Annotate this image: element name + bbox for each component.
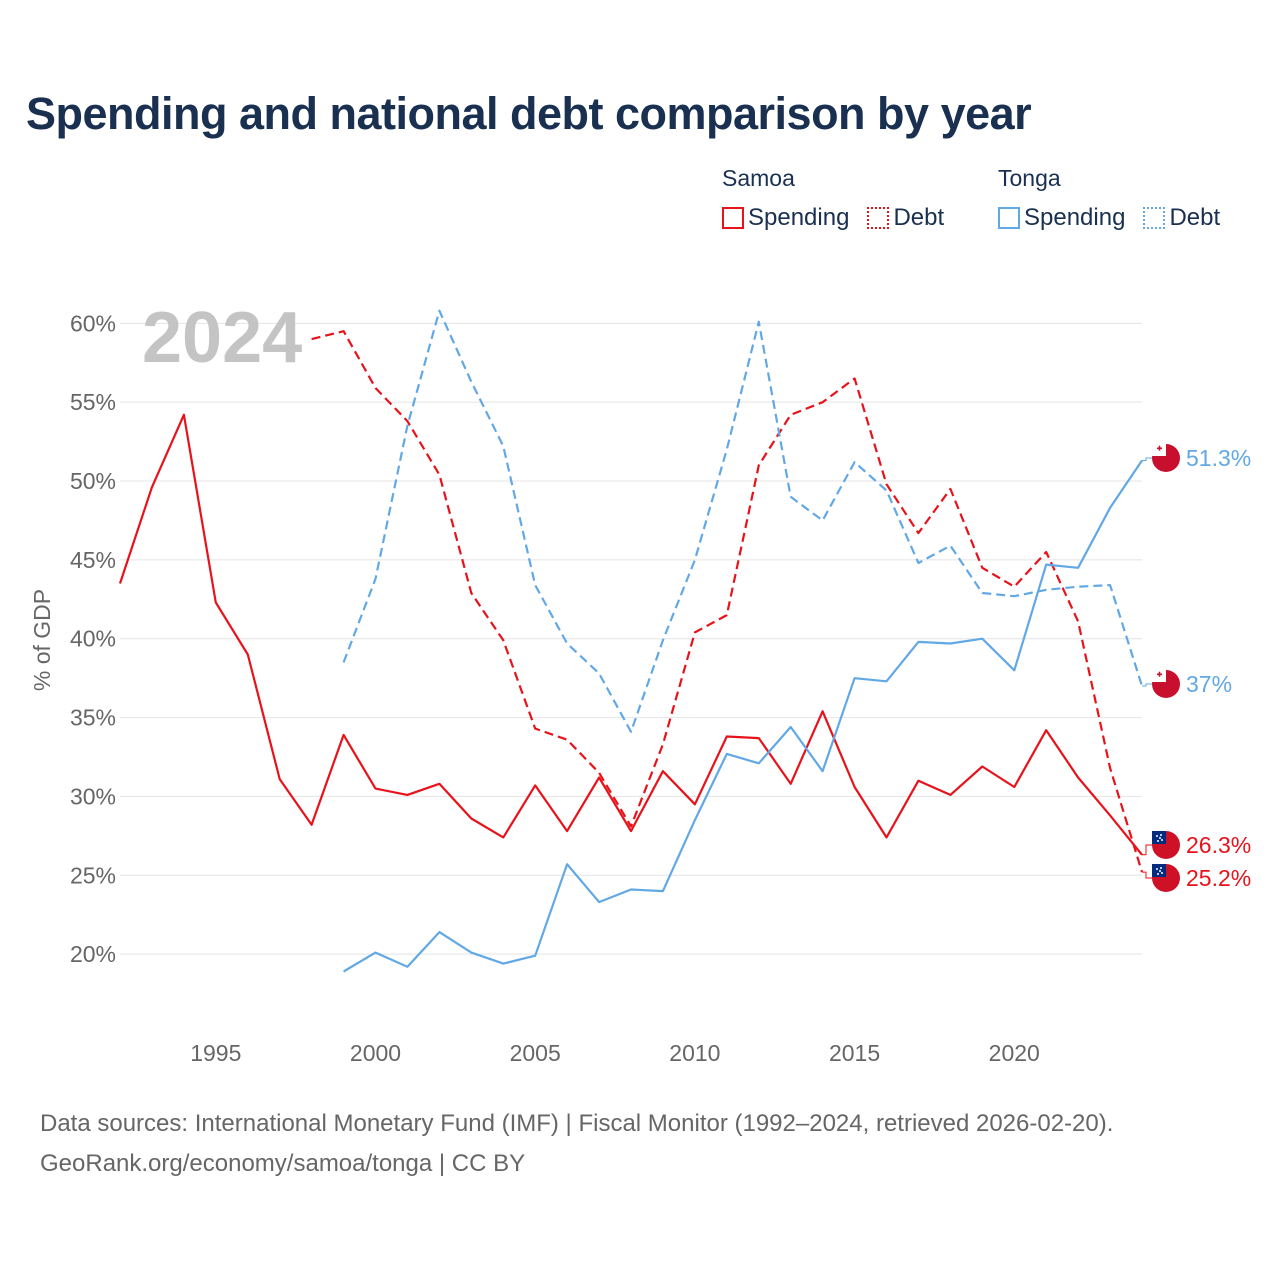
x-tick-label: 2000 bbox=[350, 1040, 401, 1066]
x-tick-label: 2015 bbox=[829, 1040, 880, 1066]
legend-tonga: Tonga Spending Debt bbox=[998, 162, 1220, 232]
label-connector bbox=[1142, 683, 1152, 687]
y-tick-label: 55% bbox=[70, 389, 116, 415]
samoa-flag-star bbox=[1161, 839, 1163, 841]
dashed-line-swatch-icon bbox=[1143, 207, 1166, 229]
legend-item-tonga-spending[interactable]: Spending bbox=[998, 204, 1125, 232]
legend-samoa: Samoa Spending Debt bbox=[722, 162, 944, 232]
samoa-flag-star bbox=[1160, 867, 1162, 869]
y-tick-label: 25% bbox=[70, 862, 116, 888]
y-axis-title: % of GDP bbox=[29, 589, 55, 691]
samoa-flag-star bbox=[1156, 835, 1158, 837]
x-tick-label: 1995 bbox=[190, 1040, 241, 1066]
end-value-label: 25.2% bbox=[1186, 865, 1251, 891]
tonga-flag-cross-v bbox=[1158, 445, 1161, 451]
x-tick-label: 2005 bbox=[510, 1040, 561, 1066]
legend-item-samoa-spending[interactable]: Spending bbox=[722, 204, 849, 232]
end-value-label: 37% bbox=[1186, 671, 1232, 697]
line-chart: 20% 25% 30% 35% 40% 45% 50% 55% 60% 1995 2000 2005 2… bbox=[29, 298, 1251, 1066]
label-connector bbox=[1142, 457, 1152, 461]
y-tick-label: 50% bbox=[70, 468, 116, 494]
samoa-flag-star bbox=[1159, 870, 1161, 872]
solid-line-swatch-icon bbox=[722, 207, 744, 229]
samoa-flag-star bbox=[1161, 872, 1163, 874]
series-line-tonga-debt bbox=[342, 309, 1144, 733]
legend-item-tonga-debt[interactable]: Debt bbox=[1143, 204, 1220, 232]
samoa-flag-star bbox=[1157, 840, 1159, 842]
samoa-flag-canton bbox=[1152, 831, 1166, 844]
solid-line-swatch-icon bbox=[998, 207, 1020, 229]
samoa-flag-canton bbox=[1152, 864, 1166, 877]
y-tick-label: 30% bbox=[70, 783, 116, 809]
samoa-flag-star bbox=[1157, 873, 1159, 875]
chart-title: Spending and national debt comparison by… bbox=[26, 88, 1032, 139]
legend-item-samoa-debt[interactable]: Debt bbox=[867, 204, 944, 232]
samoa-flag-star bbox=[1159, 837, 1161, 839]
label-connector bbox=[1142, 844, 1152, 856]
year-label: 2024 bbox=[142, 298, 302, 378]
tonga-flag-cross-v bbox=[1158, 671, 1161, 677]
x-tick-label: 2020 bbox=[989, 1040, 1040, 1066]
legend-label-tonga-spending: Spending bbox=[1024, 204, 1126, 231]
y-tick-label: 35% bbox=[70, 705, 116, 731]
x-tick-label: 2010 bbox=[669, 1040, 720, 1066]
samoa-flag-star bbox=[1156, 868, 1158, 870]
series-line-tonga-spending bbox=[343, 459, 1143, 973]
y-tick-label: 20% bbox=[70, 941, 116, 967]
series-line-samoa-spending bbox=[118, 413, 1143, 856]
label-connector bbox=[1142, 871, 1152, 879]
dashed-line-swatch-icon bbox=[867, 207, 890, 229]
end-value-label: 51.3% bbox=[1186, 445, 1251, 471]
credit-text: GeoRank.org/economy/samoa/tonga | CC BY bbox=[40, 1150, 526, 1177]
series-line-samoa-debt bbox=[311, 330, 1144, 873]
data-source-text: Data sources: International Monetary Fun… bbox=[40, 1110, 1114, 1137]
legend-label-samoa-spending: Spending bbox=[748, 204, 850, 231]
footer: Data sources: International Monetary Fun… bbox=[40, 1104, 1113, 1184]
samoa-flag-star bbox=[1160, 834, 1162, 836]
legend-label-tonga-debt: Debt bbox=[1169, 204, 1221, 231]
y-tick-label: 60% bbox=[70, 310, 116, 336]
y-tick-label: 45% bbox=[70, 547, 116, 573]
end-value-label: 26.3% bbox=[1186, 832, 1251, 858]
legend-country-samoa: Samoa bbox=[722, 165, 795, 191]
y-tick-label: 40% bbox=[70, 626, 116, 652]
legend-label-samoa-debt: Debt bbox=[893, 204, 945, 231]
legend-country-tonga: Tonga bbox=[998, 165, 1061, 191]
